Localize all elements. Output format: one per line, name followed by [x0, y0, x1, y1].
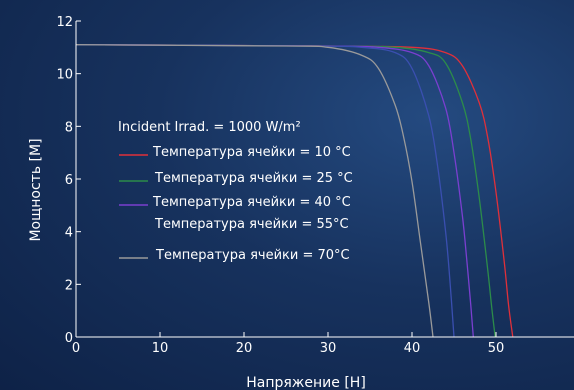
series-line-4 — [75, 44, 455, 338]
y-tick-label: 12 — [56, 15, 73, 30]
y-axis: 0 2 4 6 8 10 12 — [56, 15, 81, 346]
series-line-2 — [75, 44, 496, 338]
legend-label-4: Температура ячейки = 55°C — [154, 217, 349, 232]
y-tick-label: 2 — [65, 278, 73, 293]
y-tick-label: 6 — [65, 173, 73, 188]
legend: Incident Irrad. = 1000 W/m² Температура … — [118, 120, 353, 263]
y-axis-title: Мощность [М] — [28, 138, 44, 241]
x-tick-label: 40 — [404, 341, 421, 356]
y-tick-label: 8 — [65, 120, 73, 135]
legend-label-1: Температура ячейки = 10 °C — [152, 145, 351, 160]
x-tick-label: 0 — [72, 341, 80, 356]
x-tick-label: 20 — [236, 341, 253, 356]
legend-label-3: Температура ячейки = 40 °C — [152, 195, 351, 210]
plot-area — [75, 44, 514, 338]
series-line-5 — [75, 44, 434, 338]
x-tick-label: 50 — [488, 341, 505, 356]
legend-title: Incident Irrad. = 1000 W/m² — [118, 120, 301, 135]
series-line-1 — [75, 44, 514, 338]
legend-label-2: Температура ячейки = 25 °C — [154, 171, 353, 186]
x-axis: 010203040506 — [72, 332, 574, 356]
y-tick-label: 4 — [65, 226, 73, 241]
x-tick-label: 10 — [152, 341, 169, 356]
y-tick-label: 10 — [56, 68, 73, 83]
x-axis-title: Напряжение [Н] — [246, 375, 366, 390]
legend-label-5: Температура ячейки = 70°C — [155, 248, 350, 263]
x-tick-label: 30 — [320, 341, 337, 356]
y-tick-label: 0 — [65, 331, 73, 346]
